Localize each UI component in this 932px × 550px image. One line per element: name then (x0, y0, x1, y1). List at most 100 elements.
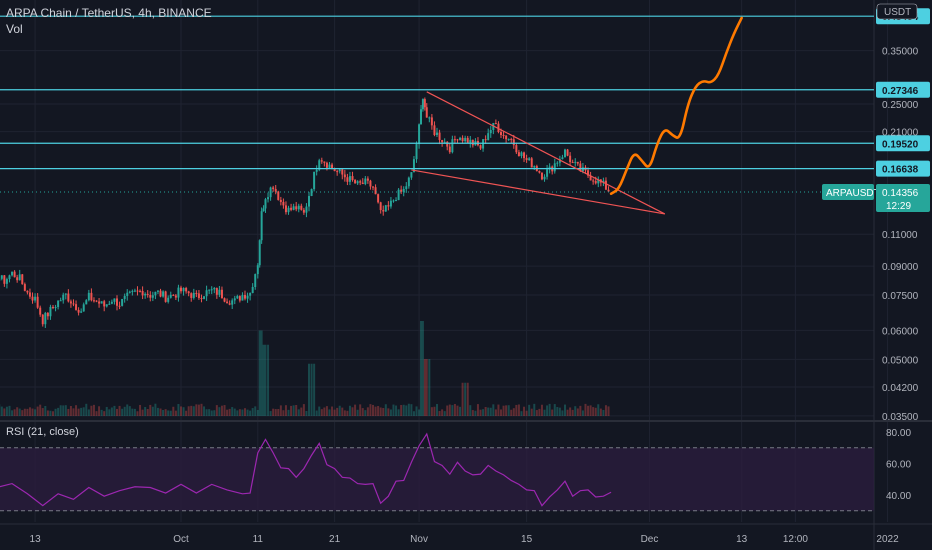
candle-body (348, 176, 351, 182)
volume-bar (331, 406, 334, 416)
volume-bar (287, 409, 290, 416)
volume-bar (215, 405, 218, 416)
volume-bar (415, 406, 418, 416)
candle-body (366, 178, 369, 181)
volume-bar (131, 408, 134, 416)
volume-bar (489, 407, 492, 416)
current-price-tag (876, 183, 930, 212)
volume-bar (356, 409, 359, 416)
candle-body (397, 189, 400, 201)
candle-body (374, 187, 377, 195)
volume-bar (305, 410, 308, 416)
candle-body (192, 292, 195, 298)
volume-bar (405, 405, 408, 416)
candle-body (31, 296, 34, 301)
volume-bar (374, 406, 377, 416)
candle-body (540, 172, 543, 180)
volume-bar (379, 407, 382, 416)
volume-bar (576, 408, 579, 416)
volume-bar (466, 382, 469, 416)
volume-bar (492, 404, 495, 416)
volume-bar (236, 410, 239, 416)
candle-body (594, 180, 597, 184)
candle-body (436, 132, 438, 135)
volume-bar (589, 405, 592, 416)
upper-trendline (426, 91, 666, 215)
volume-bar (525, 410, 528, 416)
volume-bar (159, 408, 162, 416)
candle-body (310, 189, 313, 197)
candle-body (579, 163, 582, 172)
candle-body (249, 293, 252, 296)
candle-body (103, 301, 106, 307)
candle-body (421, 99, 424, 110)
candle-body (215, 288, 218, 295)
volume-bar (231, 407, 234, 416)
candle-body (141, 290, 144, 296)
volume-bar (569, 407, 572, 416)
candle-body (515, 145, 518, 153)
volume-bar (64, 405, 67, 416)
candle-body (456, 139, 459, 141)
candle-body (479, 145, 482, 149)
candle-body (182, 288, 185, 292)
candle-body (167, 297, 170, 302)
candle-body (400, 189, 403, 192)
candle-body (525, 158, 528, 161)
candle-body (604, 180, 607, 190)
volume-bar (602, 409, 605, 416)
time-tick-label: 13 (736, 534, 748, 545)
candle-body (489, 129, 492, 134)
candle-body (581, 167, 584, 172)
candle-body (576, 161, 579, 164)
volume-bar (256, 409, 259, 416)
candle-body (377, 194, 380, 203)
volume-bar (443, 411, 446, 416)
candle-body (67, 293, 70, 302)
candle-body (538, 171, 541, 173)
volume-bar (258, 330, 261, 416)
volume-bar (418, 409, 421, 416)
volume-bar (574, 406, 577, 416)
volume-bar (52, 411, 54, 416)
volume-bar (180, 406, 182, 416)
level-tag-text: 0.27346 (882, 86, 919, 97)
candle-body (505, 135, 508, 140)
candle-body (254, 274, 257, 288)
volume-bar (423, 359, 426, 416)
candle-body (8, 275, 11, 280)
candle-body (228, 303, 231, 305)
volume-bar (123, 406, 126, 416)
volume-bar (141, 409, 144, 416)
volume-bar (282, 410, 285, 416)
volume-bar (90, 405, 93, 416)
volume-bar (566, 409, 569, 416)
volume-bar (384, 404, 387, 416)
candle-body (315, 169, 318, 172)
candle-body (561, 157, 564, 160)
volume-bar (510, 409, 513, 416)
volume-bar (323, 407, 326, 416)
level-tag (876, 160, 930, 177)
candle-body (305, 206, 308, 213)
candle-body (118, 305, 121, 307)
volume-bar (372, 404, 374, 416)
volume-bar (269, 411, 272, 416)
volume-bar (260, 330, 263, 416)
volume-bar (16, 407, 19, 416)
volume-bar (8, 405, 11, 416)
price-tick-label: 0.04200 (882, 383, 919, 394)
time-tick-label: 12:00 (783, 534, 808, 545)
candle-body (356, 181, 359, 184)
volume-bar (11, 410, 14, 416)
countdown-text: 12:29 (886, 201, 911, 212)
candle-body (64, 293, 67, 295)
candle-body (41, 314, 44, 325)
candle-body (428, 117, 431, 119)
candle-body (448, 146, 451, 153)
candle-body (156, 290, 159, 292)
candle-body (218, 289, 221, 295)
volume-bar (594, 407, 597, 416)
candle-body (136, 290, 139, 292)
